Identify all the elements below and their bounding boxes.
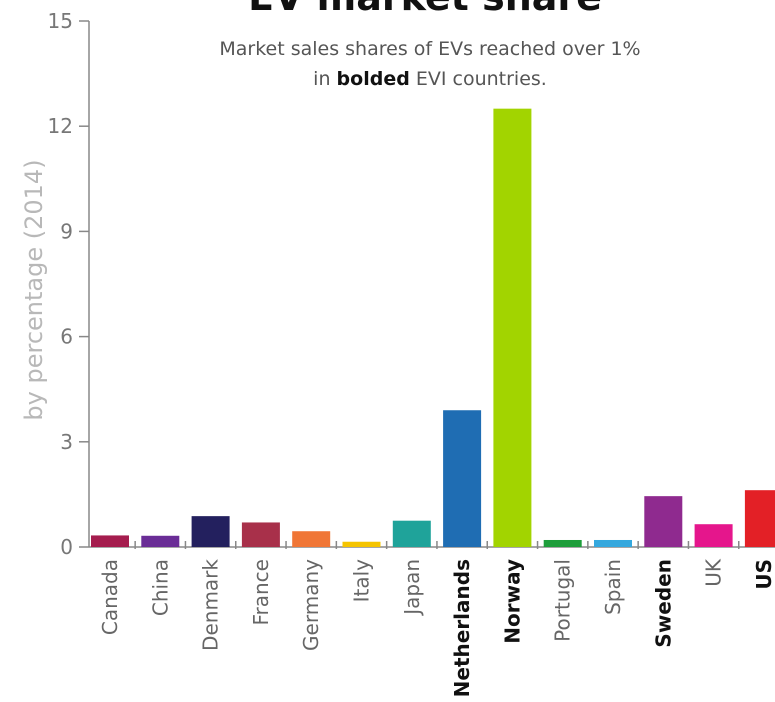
bar-spain — [594, 539, 632, 547]
bar-portugal — [543, 539, 582, 547]
bars — [91, 108, 775, 548]
x-tick-label-china: China — [148, 559, 172, 616]
chart-subtitle-line2: in bolded EVI countries. — [313, 68, 547, 90]
bar-denmark — [191, 516, 230, 547]
x-ticks: Canada China Denmark France Germany Italy Japa… — [98, 541, 775, 697]
x-tick-label-spain: Spain — [601, 559, 625, 615]
bar-us — [744, 490, 775, 547]
bar-uk — [694, 524, 733, 547]
bar-sweden — [644, 496, 683, 547]
y-axis-label: by percentage (2014) — [20, 159, 48, 420]
x-tick-label-japan: Japan — [400, 559, 424, 617]
y-tick-label: 15 — [48, 9, 73, 33]
y-tick-label: 3 — [60, 430, 73, 454]
y-ticks: 0 3 6 9 12 15 — [48, 9, 89, 559]
bar-italy — [342, 541, 381, 547]
bar-germany — [292, 531, 331, 547]
bar-japan — [392, 520, 431, 547]
x-tick-label-portugal: Portugal — [551, 559, 575, 642]
y-tick-label: 0 — [60, 535, 73, 559]
x-tick-label-canada: Canada — [98, 559, 122, 635]
x-tick-label-sweden: Sweden — [651, 559, 675, 648]
x-tick-label-france: France — [249, 559, 273, 626]
bar-netherlands — [443, 410, 482, 547]
x-tick-label-netherlands: Netherlands — [450, 559, 474, 697]
x-tick-label-denmark: Denmark — [199, 559, 223, 651]
chart-subtitle-line2-post: EVI countries. — [410, 68, 547, 90]
x-tick-label-us: US — [752, 559, 775, 590]
bar-china — [141, 535, 180, 547]
chart-subtitle-line2-bold: bolded — [337, 68, 410, 90]
chart-subtitle-line1: Market sales shares of EVs reached over … — [219, 38, 640, 60]
x-tick-label-italy: Italy — [350, 559, 374, 603]
bar-france — [241, 522, 280, 547]
bar-canada — [91, 535, 129, 547]
bar-norway — [493, 108, 532, 548]
x-tick-label-norway: Norway — [500, 559, 524, 644]
x-tick-label-uk: UK — [702, 558, 726, 587]
x-tick-label-germany: Germany — [299, 559, 323, 651]
y-tick-label: 9 — [60, 219, 73, 243]
y-tick-label: 6 — [60, 325, 73, 349]
y-tick-label: 12 — [48, 114, 73, 138]
chart-subtitle-line2-pre: in — [313, 68, 336, 90]
axes — [88, 21, 775, 548]
chart-title: EV market share — [248, 0, 602, 19]
